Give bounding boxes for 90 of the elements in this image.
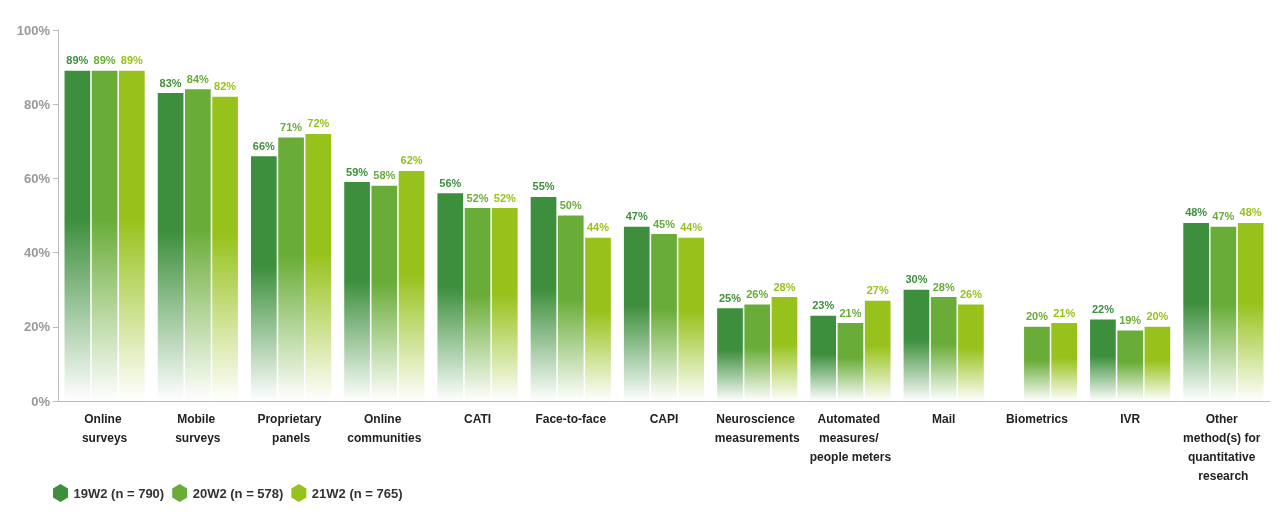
data-label: 22% [1091, 302, 1115, 315]
x-tick-label: CATI [463, 411, 492, 426]
data-label: 23% [812, 299, 835, 312]
data-label: 20% [1146, 310, 1169, 323]
bar [437, 193, 464, 401]
data-label: 89% [120, 54, 144, 67]
bar [623, 226, 650, 401]
bar [464, 208, 491, 401]
data-label: 56% [439, 176, 462, 189]
bar [864, 300, 891, 401]
bar [837, 323, 864, 401]
data-label: 25% [718, 291, 742, 304]
data-label: 48% [1185, 206, 1208, 219]
bar [530, 196, 557, 401]
data-label: 52% [466, 191, 489, 204]
data-label: 58% [373, 169, 396, 182]
bar [491, 208, 518, 401]
data-label: 52% [493, 191, 516, 204]
x-tick-label: CAPI [649, 411, 679, 426]
x-tick-label: Other method(s) for quantitative research [1183, 411, 1264, 483]
bar [1117, 330, 1143, 401]
y-tick-label: 0% [31, 393, 51, 409]
bar [1144, 326, 1171, 401]
data-label: 82% [214, 80, 237, 93]
legend-label: 19W2 (n = 790) [73, 485, 165, 501]
data-label: 21% [839, 306, 862, 319]
bar [344, 182, 370, 401]
bar [557, 215, 584, 401]
bar [1024, 326, 1050, 401]
data-label: 44% [586, 221, 610, 234]
y-tick-label: 100% [16, 22, 51, 38]
x-tick-label: Online surveys [81, 411, 128, 445]
data-label: 71% [280, 121, 303, 134]
data-label: 50% [559, 199, 582, 211]
data-label: 44% [680, 221, 703, 234]
bar [398, 170, 425, 401]
data-label: 19% [1119, 314, 1142, 327]
data-label: 28% [932, 280, 955, 293]
data-label: 59% [346, 165, 369, 178]
bar [744, 304, 771, 401]
x-tick-label: Biometrics [1005, 411, 1069, 426]
bar [958, 304, 984, 401]
bar [1237, 222, 1264, 401]
data-label: 30% [905, 273, 928, 286]
data-label: 62% [400, 154, 423, 167]
data-label: 72% [307, 117, 330, 130]
bar [371, 185, 398, 401]
data-label: 48% [1239, 206, 1262, 219]
bar [651, 234, 677, 401]
data-label: 47% [1212, 210, 1235, 223]
data-label: 84% [186, 72, 210, 85]
bar [903, 289, 930, 401]
data-label: 55% [532, 180, 555, 193]
data-label: 21% [1053, 306, 1076, 319]
x-tick-label: Proprietary panels [257, 411, 325, 445]
bar [678, 237, 705, 401]
x-tick-label: Mobile surveys [175, 411, 221, 445]
bar [1090, 319, 1116, 401]
bar [1183, 222, 1209, 401]
x-tick-label: Face-to-face [535, 411, 607, 426]
bar [810, 315, 837, 401]
bar [305, 133, 332, 401]
data-label: 26% [959, 288, 983, 301]
x-tick-label: Neuroscience measurements [714, 411, 800, 445]
data-label: 66% [252, 139, 276, 152]
bar [717, 308, 743, 401]
data-label: 89% [66, 54, 89, 67]
bar [585, 237, 611, 401]
data-label: 45% [652, 217, 676, 230]
x-tick-label: Automated measures/ people meters [809, 411, 892, 464]
bar [930, 297, 957, 401]
legend-label: 21W2 (n = 765) [311, 485, 403, 501]
data-label: 26% [746, 288, 769, 301]
data-label: 20% [1025, 310, 1049, 323]
x-tick-label: Mail [932, 411, 956, 426]
bar [771, 297, 798, 401]
data-label: 89% [93, 54, 116, 67]
y-tick-label: 20% [23, 319, 51, 335]
bar [1051, 323, 1078, 401]
legend-label: 20W2 (n = 578) [192, 485, 284, 501]
x-tick-label: Online communities [347, 411, 422, 445]
x-tick-label: IVR [1120, 411, 1141, 426]
data-label: 28% [773, 280, 796, 293]
y-tick-label: 80% [23, 96, 51, 112]
y-tick-label: 40% [23, 245, 51, 261]
y-tick-label: 60% [23, 170, 51, 186]
data-label: 47% [625, 210, 648, 223]
bar [1210, 226, 1237, 401]
data-label: 83% [159, 76, 182, 89]
data-label: 27% [866, 284, 889, 297]
